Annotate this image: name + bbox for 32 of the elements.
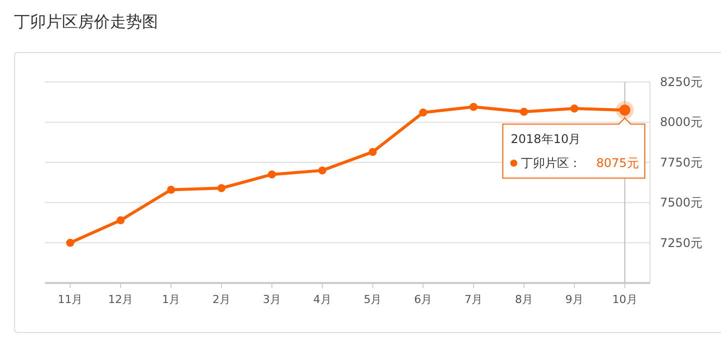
point [570, 104, 578, 113]
point [167, 186, 176, 194]
x-tick-label: 11月 [58, 293, 83, 306]
point [368, 148, 377, 156]
point [268, 170, 276, 178]
point [470, 102, 478, 111]
chart-title: 丁卯片区房价走势图 [14, 12, 158, 31]
x-tick-label: 3月 [262, 293, 281, 306]
point [520, 108, 528, 116]
point [419, 108, 428, 117]
annotation: 8075元 [596, 156, 639, 170]
x-tick-label: 10月 [612, 293, 638, 306]
x-tick-label: 8月 [514, 293, 533, 306]
y-tick-label: 8250元 [660, 75, 703, 89]
y-tick-label: 7250元 [660, 236, 703, 250]
x-tick-label: 1月 [162, 293, 180, 306]
legend-label: 丁卯片区： [520, 156, 581, 170]
x-tick-label: 4月 [313, 293, 332, 306]
x-tick-label: 9月 [565, 293, 584, 306]
x-tick-label: 5月 [364, 293, 382, 306]
x-tick-label: 7月 [464, 293, 483, 306]
y-tick-label: 7750元 [660, 155, 703, 170]
point [66, 238, 74, 247]
x-tick-label: 12月 [108, 293, 134, 306]
annotation: 2018年10月 [510, 132, 581, 146]
x-tick-label: 6月 [414, 293, 432, 306]
point [217, 184, 226, 192]
x-tick-label: 2月 [212, 293, 230, 306]
y-tick-label: 7500元 [660, 196, 703, 210]
point [318, 166, 326, 174]
y-tick-label: 8000元 [660, 115, 703, 130]
point [116, 216, 125, 224]
